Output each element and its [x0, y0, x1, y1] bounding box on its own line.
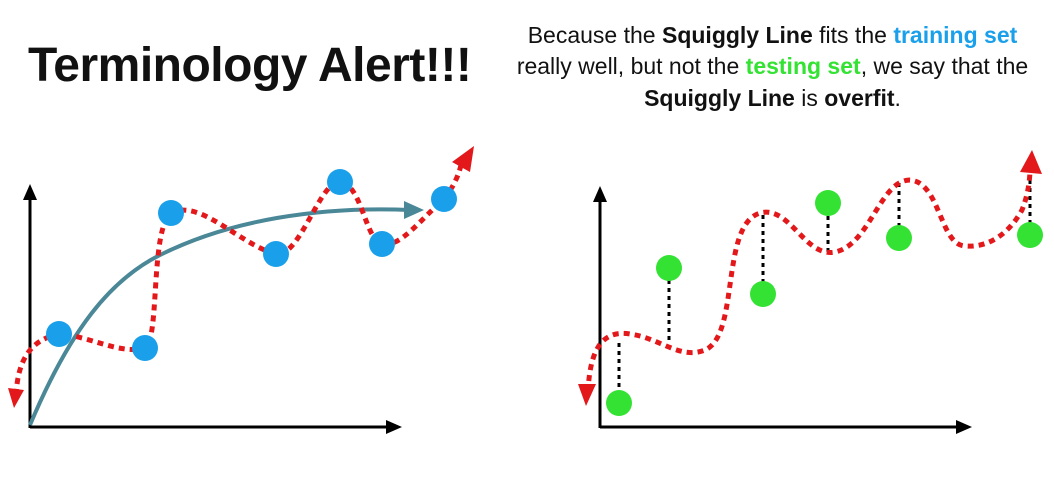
testing-point	[815, 190, 841, 216]
testing-point	[606, 390, 632, 416]
right-y-axis-arrowhead	[593, 186, 607, 202]
training-point	[46, 321, 72, 347]
caption-training-set: training set	[893, 22, 1018, 48]
caption-text-6: .	[894, 84, 901, 111]
right-squiggly-line	[585, 167, 1033, 393]
testing-point	[886, 225, 912, 251]
caption-squiggly-line-2: Squiggly Line	[644, 84, 795, 111]
training-point	[263, 241, 289, 267]
caption-text-3: really well, but not the	[516, 53, 746, 80]
training-point	[132, 335, 158, 361]
training-point	[327, 169, 353, 195]
testing-point	[656, 255, 682, 281]
testing-point	[1017, 222, 1043, 248]
right-squiggly-arrowhead-start	[578, 384, 596, 406]
page-title: Terminology Alert!!!	[28, 39, 472, 92]
right-x-axis-arrowhead	[956, 420, 972, 434]
left-squiggly-line	[13, 159, 465, 396]
left-squiggly-arrowhead-start	[8, 388, 24, 408]
left-panel	[8, 146, 474, 434]
caption-text-2: fits the	[812, 22, 894, 48]
left-y-axis-arrowhead	[23, 184, 37, 200]
caption-text-1: Because the	[527, 22, 662, 48]
testing-point	[750, 281, 776, 307]
caption-squiggly-line-1: Squiggly Line	[661, 22, 813, 48]
caption: Because the Squiggly Line fits the train…	[500, 20, 1045, 114]
caption-overfit: overfit	[824, 84, 895, 111]
right-panel	[578, 150, 1043, 434]
left-smooth-curve-arrowhead	[404, 201, 424, 219]
left-squiggly-arrowhead-end	[452, 146, 474, 172]
right-squiggly-arrowhead-end	[1020, 150, 1042, 174]
training-point	[158, 200, 184, 226]
caption-testing-set: testing set	[745, 53, 861, 80]
training-point	[431, 186, 457, 212]
left-x-axis-arrowhead	[386, 420, 402, 434]
left-smooth-curve	[28, 207, 411, 426]
caption-text-4: , we say that the	[860, 53, 1029, 80]
training-point	[369, 231, 395, 257]
caption-text-5: is	[794, 84, 825, 111]
